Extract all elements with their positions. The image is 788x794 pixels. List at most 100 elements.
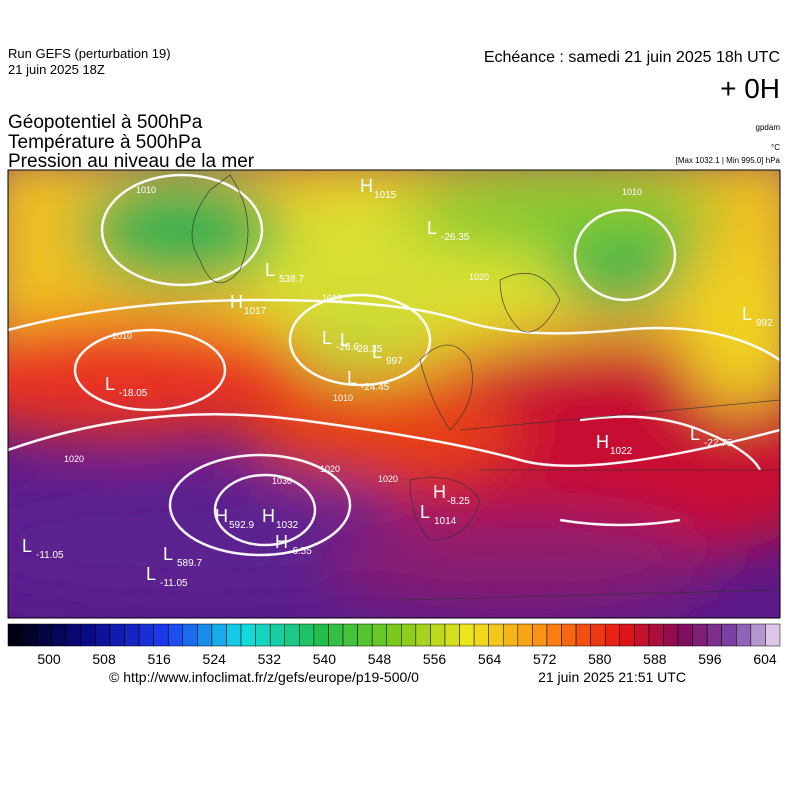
colorbar-swatch bbox=[648, 623, 664, 647]
center-value: -26.35 bbox=[441, 232, 470, 243]
colorbar-swatch bbox=[299, 623, 315, 647]
colorbar-swatch bbox=[211, 623, 227, 647]
field-label: Température à 500hPa bbox=[8, 132, 202, 153]
center-letter: H bbox=[275, 532, 288, 552]
center-letter: H bbox=[433, 482, 446, 502]
center-value: -26.6 bbox=[336, 342, 359, 353]
center-letter: L bbox=[690, 424, 700, 444]
center-letter: H bbox=[215, 506, 228, 526]
center-value: 1017 bbox=[244, 306, 267, 317]
colorbar-swatch bbox=[284, 623, 300, 647]
center-letter: H bbox=[596, 432, 609, 452]
colorbar-swatch bbox=[182, 623, 198, 647]
colorbar-swatch bbox=[765, 623, 781, 647]
contour-label: 1030 bbox=[272, 476, 292, 486]
source-credit: © http://www.infoclimat.fr/z/gefs/europe… bbox=[109, 669, 419, 685]
map-frame bbox=[7, 169, 781, 619]
center-value: 589.7 bbox=[177, 558, 202, 569]
center-value: 1032 bbox=[276, 520, 299, 531]
colorbar-tick-label: 580 bbox=[588, 651, 612, 667]
colorbar-swatch bbox=[575, 623, 591, 647]
unit-label: °C bbox=[771, 143, 780, 152]
colorbar-swatch bbox=[51, 623, 67, 647]
center-value: 992 bbox=[756, 318, 773, 329]
contour-label: 1020 bbox=[320, 464, 340, 474]
center-value: -11.05 bbox=[36, 550, 64, 561]
center-value: -18.05 bbox=[119, 388, 148, 399]
center-value: 997 bbox=[386, 356, 403, 367]
colorbar-swatch bbox=[561, 623, 577, 647]
center-value: -24.45 bbox=[361, 382, 390, 393]
contour-label: 1010 bbox=[112, 331, 132, 341]
run-label: Run GEFS (perturbation 19) bbox=[8, 46, 171, 61]
colorbar-swatch bbox=[371, 623, 387, 647]
colorbar-swatch bbox=[95, 623, 111, 647]
colorbar-swatch bbox=[488, 623, 504, 647]
center-letter: L bbox=[265, 260, 275, 280]
colorbar-tick-label: 516 bbox=[147, 651, 171, 667]
colorbar-swatch bbox=[663, 623, 679, 647]
generated-time: 21 juin 2025 21:51 UTC bbox=[538, 669, 686, 685]
unit-label: gpdam bbox=[756, 123, 781, 132]
colorbar-tick-label: 540 bbox=[313, 651, 337, 667]
colorbar-swatch bbox=[22, 623, 38, 647]
contour-label: 1010 bbox=[322, 293, 342, 303]
colorbar-swatch bbox=[36, 623, 52, 647]
colorbar-swatch bbox=[313, 623, 329, 647]
center-letter: L bbox=[163, 544, 173, 564]
colorbar-swatch bbox=[517, 623, 533, 647]
colorbar-swatch bbox=[109, 623, 125, 647]
colorbar-swatch bbox=[80, 623, 96, 647]
colorbar-tick-label: 524 bbox=[203, 651, 227, 667]
colorbar-swatch bbox=[692, 623, 708, 647]
contour-label: 1020 bbox=[378, 474, 398, 484]
contour-label: 1010 bbox=[136, 185, 156, 195]
colorbar-tick-label: 596 bbox=[698, 651, 722, 667]
run-date: 21 juin 2025 18Z bbox=[8, 62, 105, 77]
center-letter: L bbox=[742, 304, 752, 324]
center-value: -28.35 bbox=[354, 344, 383, 355]
colorbar-swatch bbox=[386, 623, 402, 647]
colorbar-tick-label: 500 bbox=[37, 651, 61, 667]
center-value: -11.05 bbox=[160, 578, 188, 589]
colorbar-swatch bbox=[255, 623, 271, 647]
center-value: 538.7 bbox=[279, 274, 304, 285]
colorbar-swatch bbox=[706, 623, 722, 647]
colorbar-swatch bbox=[502, 623, 519, 647]
colorbar-swatch bbox=[532, 623, 548, 647]
center-value: 592.9 bbox=[229, 520, 254, 531]
center-letter: H bbox=[360, 176, 373, 196]
center-value: 1014 bbox=[434, 516, 457, 527]
colorbar-swatch bbox=[415, 623, 431, 647]
colorbar-swatch bbox=[124, 623, 140, 647]
colorbar-swatch bbox=[401, 623, 417, 647]
colorbar-swatch bbox=[619, 623, 635, 647]
center-letter: L bbox=[427, 218, 437, 238]
colorbar-swatch bbox=[459, 623, 475, 647]
center-value: -22.75 bbox=[704, 438, 733, 449]
center-letter: H bbox=[262, 506, 275, 526]
contour-label: 1010 bbox=[622, 187, 642, 197]
colorbar-swatch bbox=[634, 623, 650, 647]
colorbar-swatch bbox=[721, 623, 737, 647]
colorbar-swatch bbox=[677, 623, 693, 647]
colorbar-swatch bbox=[138, 623, 154, 647]
colorbar-swatch bbox=[167, 623, 184, 647]
colorbar-swatch bbox=[750, 623, 766, 647]
colorbar-swatch bbox=[153, 623, 169, 647]
colorbar-swatch bbox=[269, 623, 286, 647]
center-letter: L bbox=[340, 330, 350, 350]
colorbar-swatch bbox=[240, 623, 256, 647]
colorbar-swatch bbox=[226, 623, 242, 647]
colorbar-swatch bbox=[590, 623, 606, 647]
colorbar-tick-label: 532 bbox=[258, 651, 282, 667]
center-letter: L bbox=[105, 374, 115, 394]
colorbar-tick-label: 572 bbox=[533, 651, 557, 667]
center-letter: L bbox=[420, 502, 430, 522]
colorbar-swatch bbox=[328, 623, 344, 647]
center-value: 1015 bbox=[374, 190, 397, 201]
contour-label: 1020 bbox=[469, 272, 489, 282]
colorbar-swatch bbox=[546, 623, 562, 647]
